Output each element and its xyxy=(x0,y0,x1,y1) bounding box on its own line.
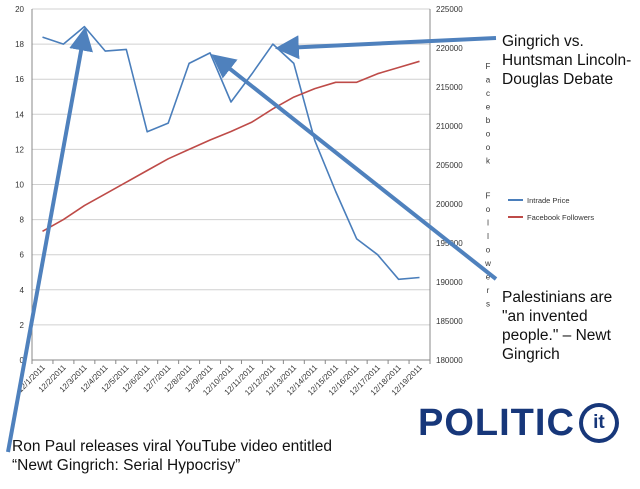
y2-label-letter: e xyxy=(486,103,491,112)
y2-label-letter: w xyxy=(484,259,491,268)
y2-label-letter: c xyxy=(486,89,490,98)
logo-badge-icon: it xyxy=(578,403,619,443)
logo-text: POLITIC xyxy=(418,401,575,444)
y-tick-label: 6 xyxy=(20,251,25,260)
y2-tick-label: 205000 xyxy=(436,161,463,170)
y2-label-letter: o xyxy=(486,246,491,255)
logo-badge-text: it xyxy=(593,412,605,433)
y-tick-label: 14 xyxy=(15,110,24,119)
y2-label-letter: k xyxy=(486,157,491,166)
y2-tick-label: 180000 xyxy=(436,356,463,365)
annotation-ron-paul: Ron Paul releases viral YouTube video en… xyxy=(12,438,332,474)
y2-label-letter: s xyxy=(486,300,490,309)
y2-label-letter: l xyxy=(487,232,489,241)
y2-tick-label: 215000 xyxy=(436,83,463,92)
annotation-debate: Gingrich vs. Huntsman Lincoln-Douglas De… xyxy=(502,33,632,88)
gridlines xyxy=(32,8,430,361)
y-tick-label: 2 xyxy=(20,321,25,330)
y2-label-letter: a xyxy=(486,76,491,85)
y2-tick-label: 190000 xyxy=(436,278,463,287)
y2-tick-label: 200000 xyxy=(436,200,463,209)
y2-label-letter: o xyxy=(486,205,491,214)
annotation-arrows xyxy=(6,26,498,453)
legend-label: Facebook Followers xyxy=(527,213,594,222)
arrow-ron-paul xyxy=(6,26,93,453)
y2-tick-label: 210000 xyxy=(436,122,463,131)
y2-label-letter: l xyxy=(487,219,489,228)
y2-tick-label: 185000 xyxy=(436,317,463,326)
y-tick-label: 10 xyxy=(15,181,24,190)
y-tick-label: 0 xyxy=(20,356,25,365)
series-line-facebook-followers xyxy=(42,60,420,232)
y2-label-letter: o xyxy=(486,130,491,139)
y-tick-label: 16 xyxy=(15,75,24,84)
y2-tick-label: 225000 xyxy=(436,5,463,14)
y-tick-label: 12 xyxy=(15,145,24,154)
legend-label: Intrade Price xyxy=(527,196,570,205)
y2-label-letter: e xyxy=(486,273,491,282)
y2-label-letter: F xyxy=(486,62,491,71)
y2-label-letter: b xyxy=(486,116,491,125)
arrow-palestinians xyxy=(211,54,498,281)
arrow-debate xyxy=(274,35,497,60)
annotation-palestinians: Palestinians are "an invented people." –… xyxy=(502,289,613,363)
y-tick-label: 4 xyxy=(20,286,25,295)
series-line-intrade-price xyxy=(42,25,420,281)
y2-label-letter: F xyxy=(486,192,491,201)
legend: Intrade Price Facebook Followers xyxy=(508,196,594,222)
y-tick-label: 18 xyxy=(15,40,24,49)
y-tick-label: 20 xyxy=(15,5,24,14)
series xyxy=(42,25,420,281)
politicit-logo: POLITIC it xyxy=(418,398,619,448)
y2-label-letter: r xyxy=(487,286,490,295)
y2-tick-label: 220000 xyxy=(436,44,463,53)
y-tick-label: 8 xyxy=(20,216,25,225)
y2-label-letter: o xyxy=(486,143,491,152)
